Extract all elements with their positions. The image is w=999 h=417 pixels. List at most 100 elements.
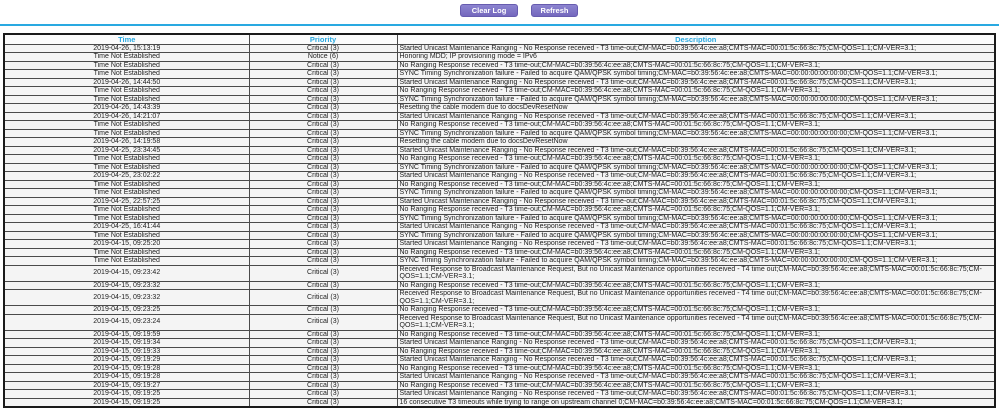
- priority-cell: Critical (3): [248, 213, 398, 223]
- table-row: Time Not Established Critical (3) No Ran…: [3, 179, 996, 189]
- priority-cell: Critical (3): [248, 128, 398, 138]
- table-row: 2019-04-15, 09:19:25 Critical (3) 16 con…: [3, 397, 996, 408]
- priority-cell: Critical (3): [248, 230, 398, 240]
- description-cell: No Ranging Response received - T3 time-o…: [396, 86, 996, 96]
- refresh-button[interactable]: Refresh: [531, 4, 578, 17]
- time-cell: 2019-04-26, 15:13:19: [3, 43, 250, 53]
- table-row: 2019-04-26, 14:21:07 Critical (3) Starte…: [3, 111, 996, 121]
- table-header-row: Time Priority Description: [3, 33, 996, 45]
- event-log-table-body: 2019-04-26, 15:13:19 Critical (3) Starte…: [3, 43, 996, 408]
- priority-cell: Critical (3): [248, 264, 398, 282]
- time-cell: Time Not Established: [3, 52, 250, 62]
- description-cell: Resetting the cable modem due to docsDev…: [396, 137, 996, 147]
- description-cell: Started Unicast Maintenance Ranging - No…: [396, 222, 996, 232]
- priority-cell: Critical (3): [248, 355, 398, 365]
- table-row: 2019-04-15, 09:19:33 Critical (3) No Ran…: [3, 346, 996, 356]
- priority-cell: Critical (3): [248, 305, 398, 315]
- description-cell: Started Unicast Maintenance Ranging - No…: [396, 145, 996, 155]
- time-cell: 2019-04-15, 09:19:59: [3, 329, 250, 339]
- description-cell: No Ranging Response received - T3 time-o…: [396, 380, 996, 390]
- priority-cell: Critical (3): [248, 196, 398, 206]
- priority-cell: Critical (3): [248, 154, 398, 164]
- description-cell: SYNC Timing Synchronization failure - Fa…: [396, 256, 996, 266]
- priority-cell: Critical (3): [248, 256, 398, 266]
- priority-cell: Critical (3): [248, 247, 398, 257]
- table-row: 2019-04-15, 09:23:32 Critical (3) Receiv…: [3, 289, 996, 306]
- time-cell: Time Not Established: [3, 179, 250, 189]
- priority-cell: Critical (3): [248, 205, 398, 215]
- table-row: 2019-04-15, 09:23:42 Critical (3) Receiv…: [3, 264, 996, 282]
- time-cell: Time Not Established: [3, 69, 250, 79]
- table-row: Time Not Established Critical (3) SYNC T…: [3, 230, 996, 240]
- description-cell: No Ranging Response received - T3 time-o…: [396, 179, 996, 189]
- description-cell: Started Unicast Maintenance Ranging - No…: [396, 372, 996, 382]
- time-cell: 2019-04-25, 16:41:44: [3, 222, 250, 232]
- clear-log-button[interactable]: Clear Log: [460, 4, 518, 17]
- table-row: 2019-04-15, 09:23:25 Critical (3) No Ran…: [3, 305, 996, 315]
- description-cell: Started Unicast Maintenance Ranging - No…: [396, 239, 996, 249]
- priority-cell: Critical (3): [248, 363, 398, 373]
- priority-cell: Critical (3): [248, 69, 398, 79]
- table-row: Time Not Established Notice (6) Honoring…: [3, 52, 996, 62]
- time-cell: 2019-04-15, 09:19:34: [3, 338, 250, 348]
- description-cell: Started Unicast Maintenance Ranging - No…: [396, 43, 996, 53]
- description-cell: No Ranging Response received - T3 time-o…: [396, 305, 996, 315]
- time-cell: Time Not Established: [3, 128, 250, 138]
- toolbar: Clear Log Refresh: [0, 4, 999, 18]
- table-row: 2019-04-15, 09:19:29 Critical (3) Starte…: [3, 355, 996, 365]
- time-cell: 2019-04-15, 09:23:32: [3, 280, 250, 290]
- event-log-section: Time Priority Description 2019-04-26, 15…: [3, 33, 996, 408]
- table-row: 2019-04-25, 16:41:44 Critical (3) Starte…: [3, 222, 996, 232]
- time-cell: Time Not Established: [3, 120, 250, 130]
- time-cell: 2019-04-15, 09:19:25: [3, 397, 250, 408]
- time-cell: 2019-04-15, 09:23:42: [3, 264, 250, 282]
- time-cell: 2019-04-25, 23:34:45: [3, 145, 250, 155]
- table-row: 2019-04-25, 23:34:45 Critical (3) Starte…: [3, 145, 996, 155]
- priority-cell: Critical (3): [248, 162, 398, 172]
- description-cell: No Ranging Response received - T3 time-o…: [396, 60, 996, 70]
- time-cell: Time Not Established: [3, 154, 250, 164]
- table-row: Time Not Established Critical (3) No Ran…: [3, 154, 996, 164]
- time-cell: 2019-04-15, 09:19:33: [3, 346, 250, 356]
- table-row: Time Not Established Critical (3) No Ran…: [3, 86, 996, 96]
- time-cell: Time Not Established: [3, 213, 250, 223]
- table-row: Time Not Established Critical (3) SYNC T…: [3, 128, 996, 138]
- priority-cell: Critical (3): [248, 389, 398, 399]
- description-cell: SYNC Timing Synchronization failure - Fa…: [396, 188, 996, 198]
- time-cell: 2019-04-26, 14:19:58: [3, 137, 250, 147]
- table-row: Time Not Established Critical (3) SYNC T…: [3, 213, 996, 223]
- table-row: 2019-04-15, 09:23:32 Critical (3) No Ran…: [3, 280, 996, 290]
- time-cell: 2019-04-26, 14:43:39: [3, 103, 250, 113]
- description-cell: Started Unicast Maintenance Ranging - No…: [396, 111, 996, 121]
- priority-cell: Critical (3): [248, 145, 398, 155]
- priority-cell: Critical (3): [248, 103, 398, 113]
- description-cell: Started Unicast Maintenance Ranging - No…: [396, 338, 996, 348]
- description-cell: No Ranging Response received - T3 time-o…: [396, 363, 996, 373]
- time-cell: 2019-04-15, 09:19:27: [3, 380, 250, 390]
- description-cell: No Ranging Response received - T3 time-o…: [396, 120, 996, 130]
- table-row: 2019-04-26, 14:43:39 Critical (3) Resett…: [3, 103, 996, 113]
- time-cell: 2019-04-26, 14:44:50: [3, 77, 250, 87]
- time-cell: Time Not Established: [3, 94, 250, 104]
- priority-cell: Critical (3): [248, 120, 398, 130]
- time-cell: 2019-04-15, 09:23:32: [3, 289, 250, 306]
- time-cell: 2019-04-15, 09:19:25: [3, 389, 250, 399]
- description-cell: Started Unicast Maintenance Ranging - No…: [396, 171, 996, 181]
- time-cell: Time Not Established: [3, 256, 250, 266]
- description-cell: SYNC Timing Synchronization failure - Fa…: [396, 162, 996, 172]
- time-cell: 2019-04-26, 14:21:07: [3, 111, 250, 121]
- priority-cell: Critical (3): [248, 94, 398, 104]
- description-cell: SYNC Timing Synchronization failure - Fa…: [396, 69, 996, 79]
- table-row: 2019-04-25, 22:57:25 Critical (3) Starte…: [3, 196, 996, 206]
- table-row: Time Not Established Critical (3) SYNC T…: [3, 188, 996, 198]
- priority-cell: Critical (3): [248, 43, 398, 53]
- description-cell: No Ranging Response received - T3 time-o…: [396, 247, 996, 257]
- priority-cell: Critical (3): [248, 239, 398, 249]
- priority-cell: Critical (3): [248, 313, 398, 331]
- priority-cell: Critical (3): [248, 338, 398, 348]
- time-cell: Time Not Established: [3, 162, 250, 172]
- column-header-description: Description: [396, 33, 996, 45]
- table-row: Time Not Established Critical (3) SYNC T…: [3, 256, 996, 266]
- description-cell: Started Unicast Maintenance Ranging - No…: [396, 196, 996, 206]
- table-row: 2019-04-15, 09:19:28 Critical (3) Starte…: [3, 372, 996, 382]
